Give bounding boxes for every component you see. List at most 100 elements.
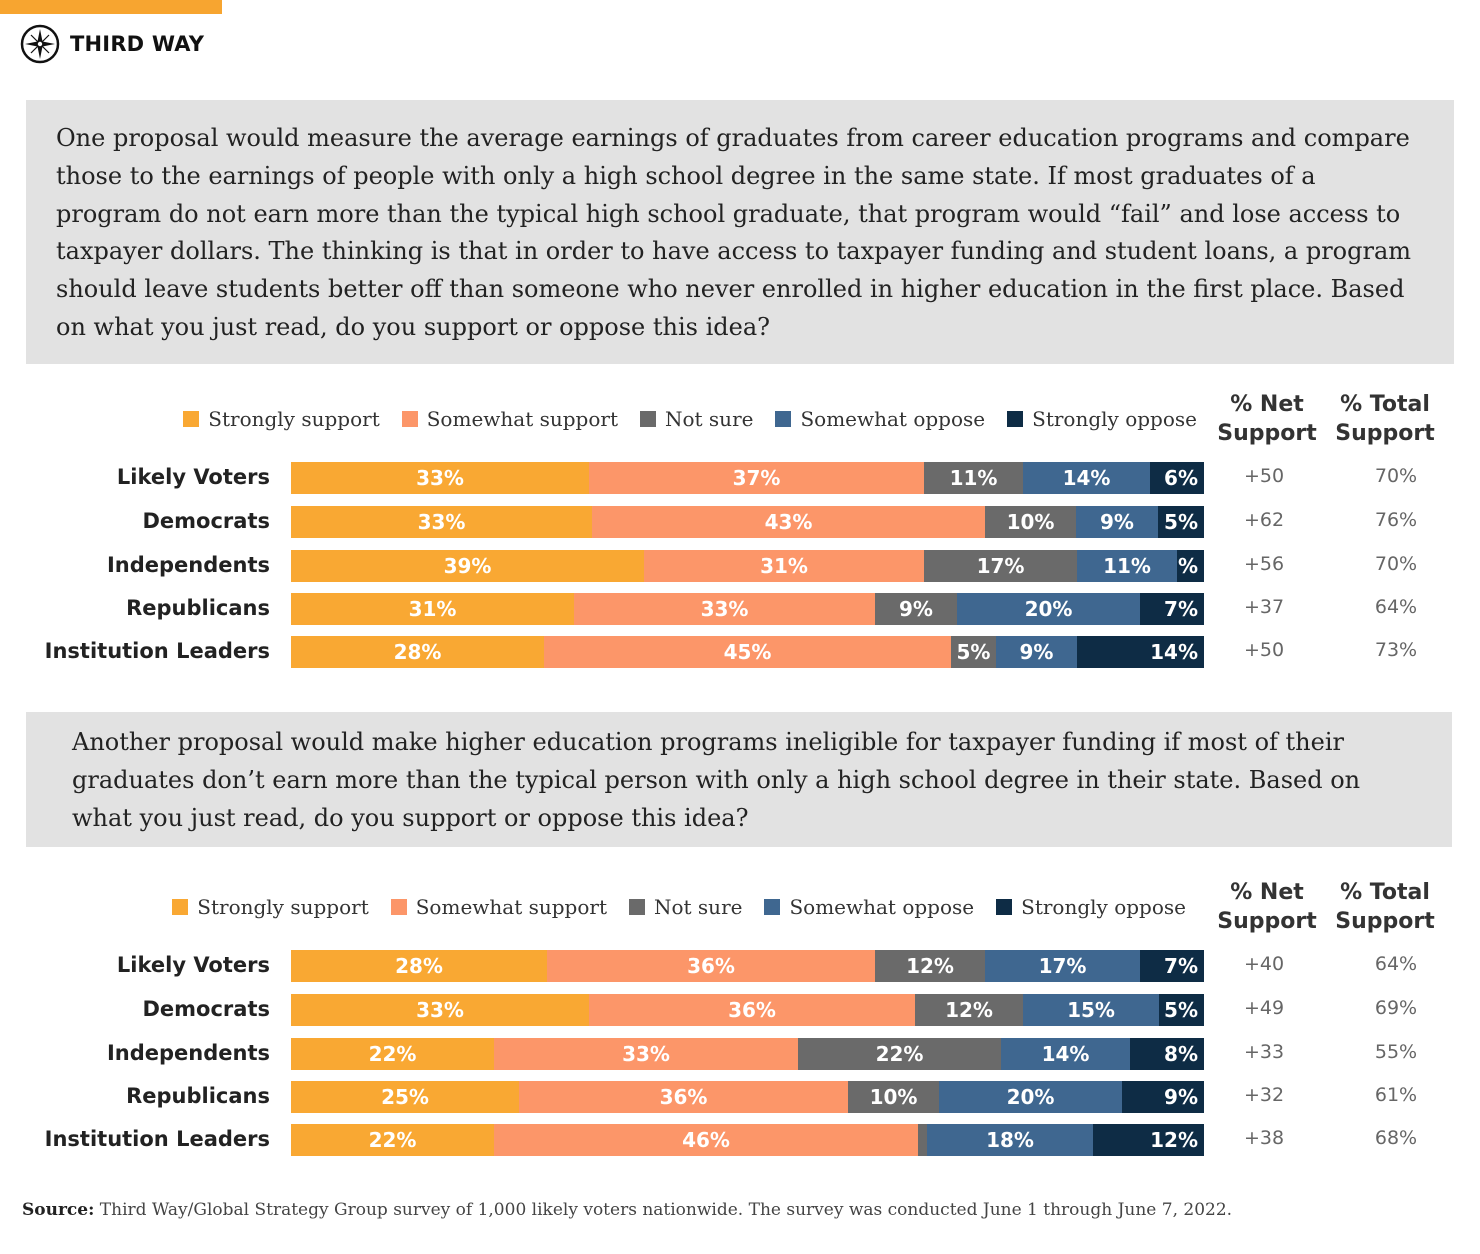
bar-segment-somewhat-support: 31% — [644, 550, 924, 582]
bar-segment-strongly-oppose: 12% — [1093, 1124, 1204, 1156]
bar-segment-strongly-support: 28% — [291, 950, 547, 982]
bar-segment-somewhat-oppose: 15% — [1023, 994, 1159, 1026]
net-support-value: +37 — [1243, 596, 1285, 618]
legend-label: Not sure — [653, 895, 743, 919]
bar-segment-somewhat-support: 45% — [544, 636, 951, 668]
bar-segment-somewhat-support: 33% — [494, 1038, 798, 1070]
bar-segment-strongly-oppose: 5% — [1158, 506, 1204, 538]
net-support-value: +50 — [1243, 639, 1285, 661]
bar-segment-not-sure: 22% — [798, 1038, 1001, 1070]
bar-segment-not-sure: 10% — [985, 506, 1076, 538]
legend-item-somewhat-support: Somewhat support — [390, 895, 607, 919]
legend-item-somewhat-support: Somewhat support — [401, 407, 618, 431]
net-support-value: +38 — [1243, 1127, 1285, 1149]
source-note: Source: Third Way/Global Strategy Group … — [22, 1200, 1232, 1220]
bar-segment-somewhat-oppose: 20% — [939, 1081, 1122, 1113]
total-support-value: 70% — [1374, 553, 1418, 575]
legend-item-strongly-support: Strongly support — [183, 407, 380, 431]
legend-swatch — [996, 899, 1013, 915]
bar-segment-strongly-oppose: 6% — [1150, 462, 1204, 494]
total-support-value: 64% — [1374, 953, 1418, 975]
legend-label: Strongly support — [208, 407, 380, 431]
bar-segment-not-sure — [918, 1124, 927, 1156]
stacked-bar: 22% 46% 18% 12% — [291, 1124, 1204, 1156]
net-support-value: +50 — [1243, 465, 1285, 487]
total-support-value: 73% — [1374, 639, 1418, 661]
net-support-value: +56 — [1243, 553, 1285, 575]
legend-label: Somewhat oppose — [800, 407, 986, 431]
bar-segment-somewhat-oppose: 9% — [1076, 506, 1158, 538]
net-support-header: % Net Support — [1217, 392, 1317, 446]
legend-swatch — [390, 899, 407, 915]
bar-segment-somewhat-oppose: 18% — [927, 1124, 1093, 1156]
legend-swatch — [775, 411, 792, 427]
legend-item-strongly-support: Strongly support — [172, 895, 369, 919]
brand-accent-bar — [0, 0, 222, 14]
legend-label: Strongly support — [197, 895, 369, 919]
row-label: Republicans — [126, 596, 270, 620]
bar-segment-strongly-support: 33% — [291, 506, 592, 538]
bar-segment-somewhat-oppose: 17% — [985, 950, 1140, 982]
total-support-value: 68% — [1374, 1127, 1418, 1149]
question-box-2: Another proposal would make higher educa… — [26, 712, 1452, 847]
total-support-value: 55% — [1374, 1041, 1418, 1063]
row-label: Institution Leaders — [44, 639, 270, 663]
net-support-value: +33 — [1243, 1041, 1285, 1063]
bar-segment-strongly-support: 22% — [291, 1124, 494, 1156]
stacked-bar: 33% 36% 12% 15% 5% — [291, 994, 1204, 1026]
bar-segment-not-sure: 10% — [848, 1081, 939, 1113]
question-text-1: One proposal would measure the average e… — [56, 124, 1412, 341]
question-text-2: Another proposal would make higher educa… — [72, 728, 1361, 832]
bar-segment-somewhat-support: 43% — [592, 506, 985, 538]
bar-segment-somewhat-oppose: 20% — [957, 593, 1140, 625]
bar-segment-not-sure: 17% — [924, 550, 1077, 582]
stacked-bar: 28% 36% 12% 17% 7% — [291, 950, 1204, 982]
legend-swatch — [764, 899, 781, 915]
stacked-bar: 25% 36% 10% 20% 9% — [291, 1081, 1204, 1113]
row-label: Democrats — [142, 509, 271, 533]
row-label: Republicans — [126, 1084, 270, 1108]
legend-label: Strongly oppose — [1021, 895, 1186, 919]
bar-segment-strongly-oppose: 14% — [1077, 636, 1204, 668]
net-support-value: +62 — [1243, 509, 1285, 531]
total-support-value: 70% — [1374, 465, 1418, 487]
bar-segment-strongly-support: 22% — [291, 1038, 494, 1070]
row-label: Likely Voters — [116, 953, 270, 977]
bar-segment-not-sure: 9% — [875, 593, 957, 625]
row-label: Likely Voters — [116, 465, 270, 489]
total-support-value: 76% — [1374, 509, 1418, 531]
bar-segment-not-sure: 12% — [875, 950, 985, 982]
chart-legend: Strongly support Somewhat support Not sure… — [0, 404, 1197, 434]
legend-label: Strongly oppose — [1032, 407, 1197, 431]
row-label: Independents — [106, 1041, 270, 1065]
legend-label: Somewhat oppose — [789, 895, 975, 919]
total-support-value: 61% — [1374, 1084, 1418, 1106]
source-text: Third Way/Global Strategy Group survey o… — [99, 1200, 1233, 1220]
legend-swatch — [183, 411, 200, 427]
bar-segment-somewhat-support: 46% — [494, 1124, 918, 1156]
row-label: Institution Leaders — [44, 1127, 270, 1151]
stacked-bar: 33% 37% 11% 14% 6% — [291, 462, 1204, 494]
brand: THIRD WAY — [20, 24, 204, 64]
total-support-header: % Total Support — [1335, 392, 1435, 446]
chart-2: Strongly support Somewhat support Not sure… — [0, 868, 1480, 1158]
stacked-bar: 22% 33% 22% 14% 8% — [291, 1038, 1204, 1070]
legend-item-strongly-oppose: Strongly oppose — [1007, 407, 1197, 431]
brand-name: THIRD WAY — [70, 32, 205, 56]
stacked-bar: 39%31%17%11%3% — [291, 550, 1204, 582]
legend-item-somewhat-oppose: Somewhat oppose — [764, 895, 974, 919]
legend-swatch — [1007, 411, 1024, 427]
source-label: Source: — [22, 1200, 95, 1220]
bar-segment-strongly-support: 33% — [291, 994, 589, 1026]
legend-swatch — [639, 411, 656, 427]
bar-segment-strongly-support: 39% — [291, 550, 644, 582]
total-support-value: 69% — [1374, 997, 1418, 1019]
total-support-value: 64% — [1374, 596, 1418, 618]
legend-swatch — [172, 899, 189, 915]
bar-segment-strongly-oppose: 8% — [1130, 1038, 1204, 1070]
bar-segment-somewhat-oppose: 14% — [1001, 1038, 1130, 1070]
bar-segment-somewhat-support: 33% — [574, 593, 875, 625]
stacked-bar: 33% 43% 10% 9% 5% — [291, 506, 1204, 538]
total-support-header: % Total Support — [1335, 880, 1435, 934]
bar-segment-strongly-support: 33% — [291, 462, 589, 494]
